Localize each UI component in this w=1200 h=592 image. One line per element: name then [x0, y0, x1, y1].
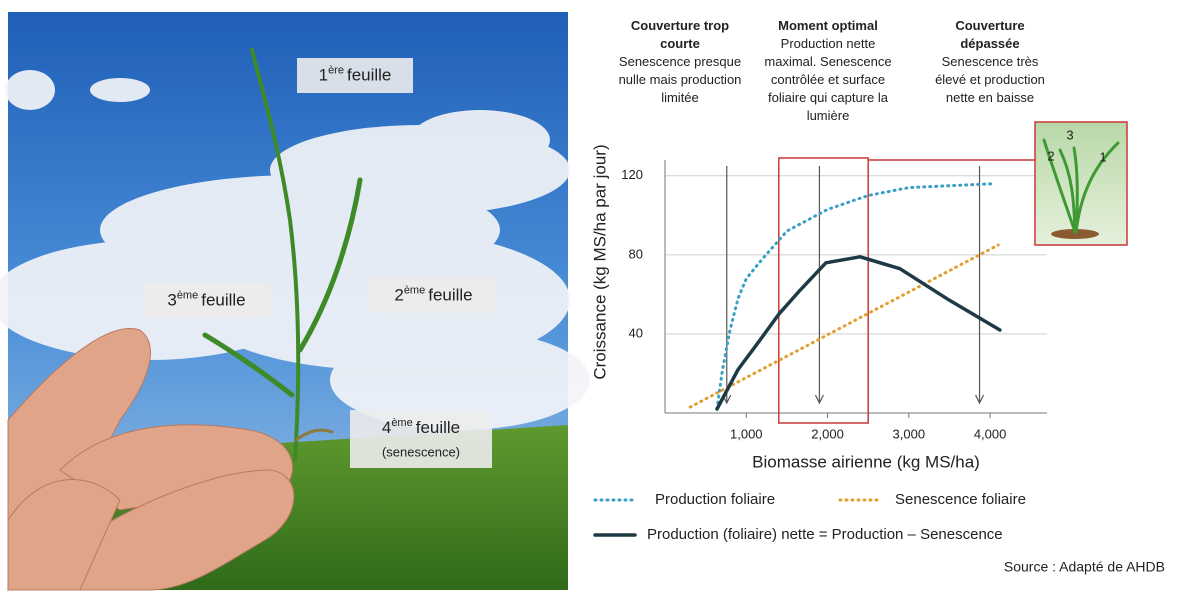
leaf-number: 3 — [167, 291, 176, 310]
inset-plant — [1058, 148, 1077, 234]
label-box — [350, 410, 492, 468]
leaf-word: feuille — [347, 66, 391, 85]
leaf-word: feuille — [428, 286, 472, 305]
leaf-number: 4 — [382, 418, 391, 437]
column-header: Moment optimal Production nette maximal. … — [761, 17, 896, 125]
column-title: Moment optimal — [778, 18, 878, 33]
y-tick-label: 80 — [629, 246, 643, 261]
hand — [7, 328, 295, 592]
column-text: Senescence très élevé et production nett… — [935, 54, 1045, 105]
column-title: Couverture trop courte — [630, 18, 730, 51]
x-tick-label: 2,000 — [811, 426, 844, 441]
column-text: Production nette maximal. Senescence con… — [764, 36, 892, 123]
inset-frame — [1034, 121, 1128, 246]
inset-plant — [1042, 138, 1077, 234]
y-tick-label: 120 — [621, 167, 643, 182]
x-tick-label: 1,000 — [730, 426, 763, 441]
label-box — [143, 283, 270, 318]
inset-plant — [1072, 146, 1079, 234]
column-text: Senescence presque nulle mais production… — [618, 54, 742, 105]
leaf-note: (senescence) — [382, 444, 460, 459]
leaf-label: 1ère feuille — [319, 64, 392, 85]
series-line — [715, 182, 996, 411]
arrow — [975, 166, 985, 405]
leaf-number: 1 — [319, 66, 328, 85]
legend-label: Production foliaire — [655, 491, 775, 508]
leaf-ordinal: ème — [391, 417, 412, 429]
inset-label: 1 — [1099, 149, 1106, 164]
photo — [0, 12, 590, 592]
leaf-word: feuille — [201, 291, 245, 310]
y-tick-label: 40 — [629, 325, 643, 340]
source: Source : Adapté de AHDB — [1004, 559, 1165, 575]
leaf-label: 3ème feuille — [167, 289, 245, 310]
leaf-ordinal: ème — [177, 289, 198, 301]
leaf-word: feuille — [416, 418, 460, 437]
leaf-ordinal: ère — [328, 64, 344, 76]
plant — [202, 48, 363, 462]
column-header: Couverture trop courte Senescence presque… — [610, 17, 750, 107]
leaf-ordinal: ème — [404, 284, 425, 296]
leaf-label: 2ème feuille — [394, 284, 472, 305]
leaf-number: 2 — [394, 286, 403, 305]
x-tick-label: 4,000 — [974, 426, 1007, 441]
y-axis-label: Croissance (kg MS/ha par jour) — [590, 144, 609, 379]
arrow — [814, 166, 824, 405]
inset-label: 3 — [1066, 127, 1073, 142]
column-header: Couverture dépassée Senescence très élevé… — [930, 17, 1050, 107]
x-axis-label: Biomasse airienne (kg MS/ha) — [752, 452, 980, 471]
label-box — [370, 278, 497, 313]
label-box — [297, 58, 413, 93]
leaf-label: 4ème feuille — [382, 417, 460, 438]
inset-label: 2 — [1047, 148, 1054, 163]
x-tick-label: 3,000 — [893, 426, 926, 441]
legend-label: Production (foliaire) nette = Production… — [647, 526, 1003, 543]
series-line — [715, 255, 1002, 411]
inset-soil — [1051, 229, 1099, 239]
series-line — [688, 243, 1000, 409]
legend-label: Senescence foliaire — [895, 491, 1026, 508]
column-title: Couverture dépassée — [955, 18, 1025, 51]
optimal-range — [778, 157, 869, 424]
